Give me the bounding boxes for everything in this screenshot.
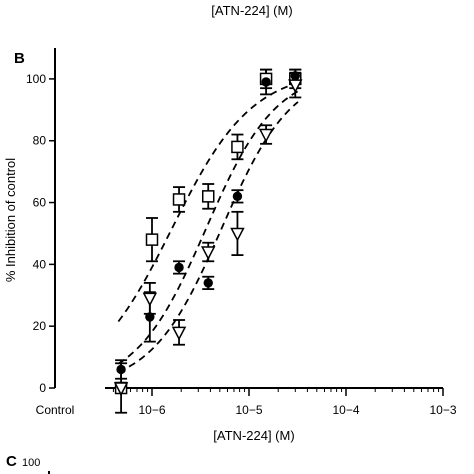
panel-b-label: B [14,50,25,67]
data-points [113,71,303,397]
y-tick-label: 20 [33,319,47,333]
y-tick-label: 100 [26,72,46,86]
triangle-point [142,292,158,307]
y-tick-label: 40 [33,257,47,271]
triangle-point [230,227,245,242]
circle-point [116,364,126,375]
triangle-point [171,326,187,341]
square-point [231,140,244,154]
header-caption: [ATN-224] (M) [211,3,292,18]
x-axis-label: [ATN-224] (M) [213,428,294,443]
y-axis-label: % Inhibition of control [3,158,18,282]
x-control-label: Control [36,403,75,417]
error-bars [115,68,302,414]
panel-c-label: C [6,453,17,470]
x-tick-label: 10−3 [429,403,456,417]
x-tick-label: 10−6 [138,403,165,417]
y-tick-label: 0 [39,381,46,395]
square-point [145,233,159,246]
circle-point [232,191,243,202]
fit-curve-2 [117,90,299,365]
fit-curve-1 [117,81,299,323]
panel-c-partial-tick: 100 [22,457,40,469]
triangle-point [113,382,129,397]
y-tick-label: 80 [33,134,47,148]
triangle-point [258,128,274,143]
triangle-point [201,246,216,261]
circle-point [203,278,213,288]
square-point [201,190,215,203]
square-point [172,193,186,206]
axes: 0 20 40 60 80 100 10−6 10−5 10−4 10−3 Control [26,48,457,417]
circle-point [290,71,300,81]
x-tick-label: 10−4 [332,403,359,417]
y-tick-label: 60 [33,196,47,210]
circle-point [145,312,155,322]
fit-curve-3 [117,101,299,373]
circle-point [261,77,271,87]
x-tick-label: 10−5 [235,403,262,417]
triangle-point [288,79,303,94]
circle-point [174,262,184,273]
